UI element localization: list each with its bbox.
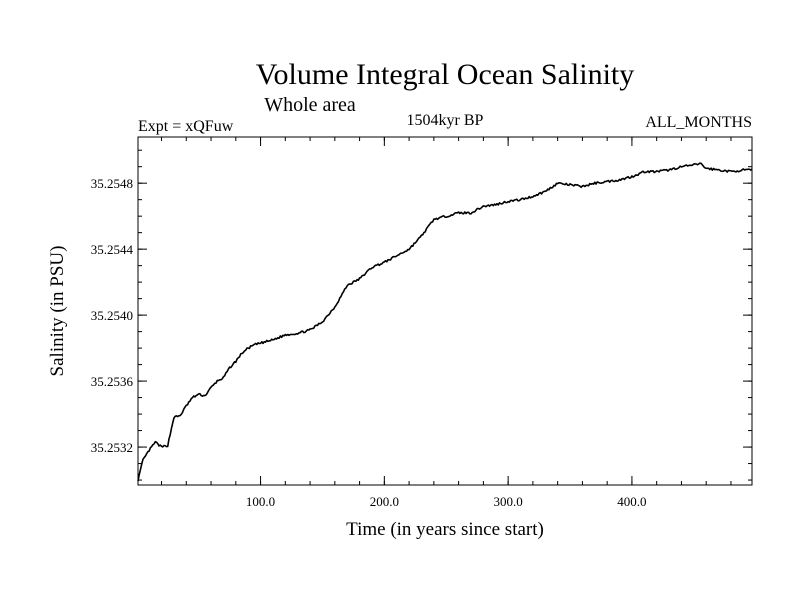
x-tick-label: 400.0 [617,494,646,509]
period-label: 1504kyr BP [407,112,484,129]
y-axis-label: Salinity (in PSU) [47,246,68,377]
months-label: ALL_MONTHS [645,114,752,131]
chart-title: Volume Integral Ocean Salinity [256,58,635,91]
x-tick-label: 100.0 [246,494,275,509]
plot-frame [137,136,753,486]
x-tick-label: 300.0 [494,494,523,509]
tick-labels: 100.0 200.0 300.0 400.0 35.2532 35.2536 35.254… [91,176,647,509]
x-tick-label: 200.0 [370,494,399,509]
y-tick-label: 35.2548 [91,176,133,191]
salinity-series-line [137,162,753,482]
y-tick-label: 35.2536 [91,374,134,389]
chart-subtitle: Whole area [264,94,356,116]
x-axis-label: Time (in years since start) [346,519,544,540]
axis-ticks [138,137,752,485]
experiment-label: Expt = xQFuw [138,118,234,135]
y-tick-label: 35.2532 [91,440,133,455]
y-tick-label: 35.2540 [91,308,133,323]
y-tick-label: 35.2544 [91,242,134,257]
